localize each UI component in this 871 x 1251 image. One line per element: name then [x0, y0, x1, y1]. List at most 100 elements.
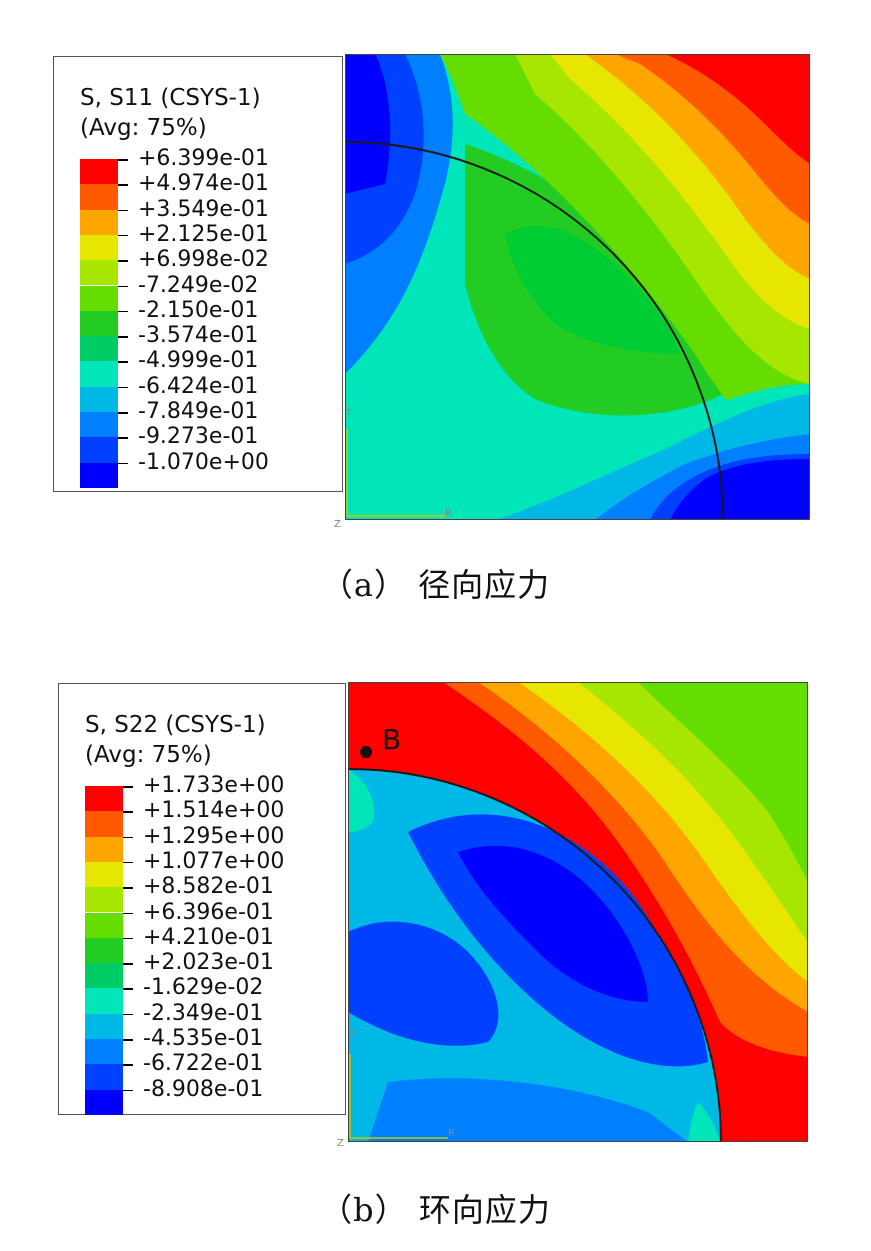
- legend-swatch: [85, 811, 123, 837]
- legend-tick: [118, 209, 128, 212]
- panel-hoop-stress: S, S22 (CSYS-1) (Avg: 75%) +1.733e+00 +1.…: [0, 625, 871, 1251]
- contour-plot-s11: [345, 54, 810, 520]
- legend-tick: [118, 437, 128, 439]
- triad-r-label: R: [445, 508, 452, 519]
- legend-tick-label: +3.549e-01: [138, 196, 269, 222]
- legend-subtitle: (Avg: 75%): [85, 742, 212, 768]
- contour-band: [688, 1102, 720, 1142]
- legend-tick-label: -6.722e-01: [143, 1051, 264, 1077]
- legend-tick-label: +2.023e-01: [143, 950, 274, 976]
- legend-swatch: [80, 361, 118, 387]
- caption: （b） 环向应力: [320, 1191, 551, 1229]
- legend-swatch: [80, 462, 118, 488]
- panel-radial-stress: S, S11 (CSYS-1) (Avg: 75%) +6.399e-01 +4.…: [0, 0, 871, 620]
- legend-swatch: [85, 836, 123, 862]
- legend-tick-label: -2.349e-01: [143, 1000, 264, 1026]
- legend-tick-label: +4.210e-01: [143, 924, 274, 950]
- contour-band: [458, 845, 648, 1002]
- contour-band: [348, 921, 499, 1046]
- legend-tick-label: +6.399e-01: [138, 146, 269, 171]
- legend-swatch: [80, 209, 118, 235]
- legend-tick-label: -4.535e-01: [143, 1026, 264, 1051]
- legend-tick-label: +2.125e-01: [138, 221, 269, 247]
- contour-band: [670, 459, 810, 520]
- legend-tick: [123, 1039, 133, 1041]
- legend-swatch: [80, 159, 118, 185]
- inclusion-boundary: [345, 141, 724, 520]
- legend-box: S, S22 (CSYS-1) (Avg: 75%) +1.733e+00 +1.…: [58, 683, 346, 1115]
- legend-swatch: [85, 1039, 123, 1065]
- legend-tick-label: -9.273e-01: [138, 424, 259, 450]
- legend-box: S, S11 (CSYS-1) (Avg: 75%) +6.399e-01 +4.…: [53, 56, 343, 492]
- triad-t-label: T: [346, 408, 353, 419]
- legend-swatch: [85, 937, 123, 964]
- triad-z-label: Z: [337, 1138, 344, 1149]
- legend-tick: [123, 1089, 133, 1092]
- legend-tick-label: +6.396e-01: [143, 899, 274, 925]
- legend-tick: [123, 937, 133, 940]
- contour-band: [368, 1078, 688, 1142]
- legend-tick: [118, 361, 128, 363]
- contour-band: [348, 769, 375, 832]
- legend-title: S, S22 (CSYS-1): [85, 712, 266, 738]
- legend-tick-label: +6.998e-02: [138, 247, 269, 273]
- legend-swatch: [80, 310, 118, 337]
- legend-tick-label: -7.249e-02: [138, 272, 259, 298]
- legend-tick-label: +1.295e+00: [143, 823, 285, 849]
- legend-tick: [123, 786, 133, 788]
- legend-swatch: [85, 861, 123, 888]
- legend-tick: [118, 184, 128, 186]
- legend-swatch: [85, 786, 123, 812]
- legend-tick: [118, 462, 128, 465]
- legend-swatch: [80, 437, 118, 463]
- legend-tick: [123, 988, 133, 990]
- legend-tick: [118, 260, 128, 262]
- contour-plot-s22: [348, 682, 808, 1142]
- triad-z-label: Z: [334, 519, 341, 530]
- legend-tick-label: -3.574e-01: [138, 323, 259, 349]
- plot-frame: [348, 682, 808, 1142]
- triad-r-label: R: [448, 1128, 455, 1139]
- legend-tick: [118, 310, 128, 313]
- legend-tick-label: +4.974e-01: [138, 171, 269, 197]
- legend-tick: [118, 285, 128, 287]
- legend-tick: [118, 412, 128, 414]
- legend-tick: [123, 963, 133, 965]
- legend-title: S, S11 (CSYS-1): [80, 85, 261, 111]
- legend-tick: [123, 1013, 133, 1016]
- inclusion-boundary: [348, 768, 722, 1142]
- legend-swatch: [85, 1089, 123, 1115]
- contour-band: [645, 54, 810, 164]
- legend-tick: [123, 1064, 133, 1066]
- legend-tick: [118, 336, 128, 338]
- legend-tick: [123, 811, 133, 813]
- legend-swatch: [85, 1064, 123, 1090]
- legend-tick-label: +8.582e-01: [143, 874, 274, 900]
- contour-band: [345, 54, 391, 194]
- legend-tick: [123, 887, 133, 889]
- legend-tick-label: -8.908e-01: [143, 1076, 264, 1102]
- legend-tick-label: -1.629e-02: [143, 975, 264, 1001]
- legend-swatch: [80, 234, 118, 261]
- triad-t-label: T: [349, 1030, 356, 1041]
- legend-tick: [118, 234, 128, 237]
- legend-tick-label: -6.424e-01: [138, 373, 259, 399]
- legend-swatch: [85, 988, 123, 1014]
- legend-tick: [118, 386, 128, 389]
- legend-tick: [123, 861, 133, 864]
- legend-swatch: [80, 386, 118, 412]
- legend-swatch: [85, 963, 123, 989]
- plot-frame: [345, 54, 810, 520]
- legend-swatch: [80, 336, 118, 362]
- legend-swatch: [80, 412, 118, 438]
- contour-band: [505, 226, 680, 354]
- marker-point: [360, 746, 372, 758]
- legend-swatch: [85, 1013, 123, 1039]
- legend-tick: [123, 912, 133, 914]
- legend-swatch: [85, 887, 123, 913]
- legend-swatch: [80, 260, 118, 286]
- legend-tick-label: -1.070e+00: [138, 449, 269, 475]
- legend-tick: [123, 836, 133, 839]
- legend-tick-label: +1.733e+00: [143, 773, 285, 798]
- legend-tick-label: -7.849e-01: [138, 399, 259, 424]
